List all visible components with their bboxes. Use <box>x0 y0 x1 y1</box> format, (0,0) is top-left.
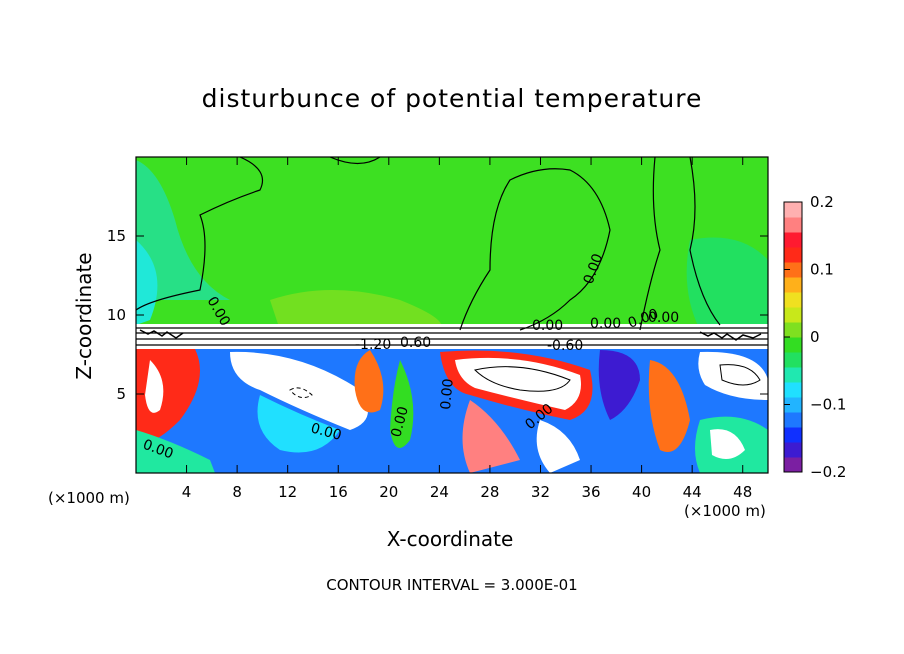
colorbar-swatch <box>784 442 802 458</box>
lower-white-core-1 <box>145 360 164 413</box>
y-tick-label: 5 <box>116 385 126 403</box>
x-tick-label: 28 <box>480 483 499 501</box>
x-tick-label: 20 <box>379 483 398 501</box>
inversion-hatching <box>139 329 762 341</box>
lower-white-core-4 <box>536 420 580 473</box>
inversion-contours <box>136 327 768 346</box>
contour-label: -1.20 <box>355 337 391 353</box>
colorbar-tick-label: −0.2 <box>810 463 846 481</box>
colorbar-swatch <box>784 307 802 323</box>
colorbar-swatch <box>784 292 802 308</box>
x-axis: 4 8 12 16 20 24 28 32 36 40 44 48 <box>182 157 752 501</box>
upper-right-patch <box>686 237 768 330</box>
colorbar-swatch <box>784 202 802 218</box>
contour-label: 0.60 <box>400 335 431 351</box>
contour-loop-1 <box>474 366 571 392</box>
contour-label: -0.60 <box>547 338 583 354</box>
contour-line-4 <box>639 157 661 331</box>
lower-white-core-3 <box>455 357 581 410</box>
lower-white-region-2 <box>230 351 368 430</box>
contour-label: 0.00 <box>438 378 457 410</box>
contour-label: 0.00 <box>309 420 343 444</box>
contour-label: 0.00 <box>388 405 412 439</box>
colorbar-swatch <box>784 382 802 398</box>
colorbar-swatch <box>784 217 802 233</box>
lower-left-cyan <box>136 430 215 473</box>
x-tick-label: 16 <box>329 483 348 501</box>
x-tick-label: 32 <box>531 483 550 501</box>
colorbar-swatch <box>784 337 802 353</box>
colorbar-tick-label: −0.1 <box>810 396 846 414</box>
colorbar-swatch <box>784 277 802 293</box>
y-tick-label: 10 <box>107 306 126 324</box>
contour-loop-dashed <box>289 387 313 399</box>
colorbar-tick-label: 0 <box>810 328 820 346</box>
colorbar-swatch <box>784 352 802 368</box>
upper-left-cyan-region <box>136 240 158 325</box>
x-tick-label: 24 <box>430 483 449 501</box>
colorbar-swatch <box>784 427 802 443</box>
x-unit-label-left: (×1000 m) <box>48 489 130 507</box>
colorbar-swatch <box>784 412 802 428</box>
colorbar-swatch <box>784 247 802 263</box>
x-unit-label-right: (×1000 m) <box>684 502 766 520</box>
upper-warm-patch <box>270 290 442 330</box>
x-tick-label: 12 <box>278 483 297 501</box>
lower-orange-plume-5 <box>648 360 690 452</box>
lower-pink-plume <box>462 400 520 473</box>
upper-left-cool-region <box>136 160 230 300</box>
x-tick-label: 36 <box>581 483 600 501</box>
lower-white-core-5 <box>698 351 768 400</box>
colorbar-swatch <box>784 322 802 338</box>
y-tick-label: 15 <box>107 227 126 245</box>
x-tick-label: 48 <box>733 483 752 501</box>
contour-line-5 <box>689 157 721 326</box>
y-axis: 5 10 15 <box>107 227 768 403</box>
colorbar <box>784 202 802 473</box>
colorbar-swatch <box>784 457 802 473</box>
lower-cyan-region-2 <box>257 395 340 453</box>
contour-line-2 <box>329 157 381 165</box>
contour-label: 0.00 <box>532 318 563 334</box>
contour-label: 0.00 <box>590 316 621 332</box>
contour-label: 0.00 <box>648 310 679 326</box>
contour-line-3 <box>459 168 611 331</box>
x-tick-label: 40 <box>632 483 651 501</box>
colorbar-swatch <box>784 397 802 413</box>
x-tick-label: 4 <box>182 483 192 501</box>
colorbar-swatch <box>784 232 802 248</box>
colorbar-tick-label: 0.2 <box>810 193 834 211</box>
colorbar-ticks: 0.2 0.1 0 −0.1 −0.2 <box>784 193 846 481</box>
field-layer <box>136 157 768 473</box>
x-tick-label: 44 <box>683 483 702 501</box>
lower-deep-blue-plume <box>598 350 640 420</box>
lower-green-plume <box>390 360 414 448</box>
x-tick-label: 8 <box>232 483 242 501</box>
contour-loop-2 <box>719 364 761 386</box>
lower-white-core-6 <box>710 429 745 459</box>
colorbar-swatch <box>784 262 802 278</box>
colorbar-swatch <box>784 367 802 383</box>
colorbar-tick-label: 0.1 <box>810 261 834 279</box>
upper-field <box>136 157 768 332</box>
contour-line-1 <box>136 157 264 311</box>
contour-interval-note: CONTOUR INTERVAL = 3.000E-01 <box>326 576 578 594</box>
chart-title: disturbunce of potential temperature <box>201 84 703 113</box>
x-axis-label: X-coordinate <box>386 527 514 551</box>
lower-orange-plume-2 <box>354 350 384 413</box>
